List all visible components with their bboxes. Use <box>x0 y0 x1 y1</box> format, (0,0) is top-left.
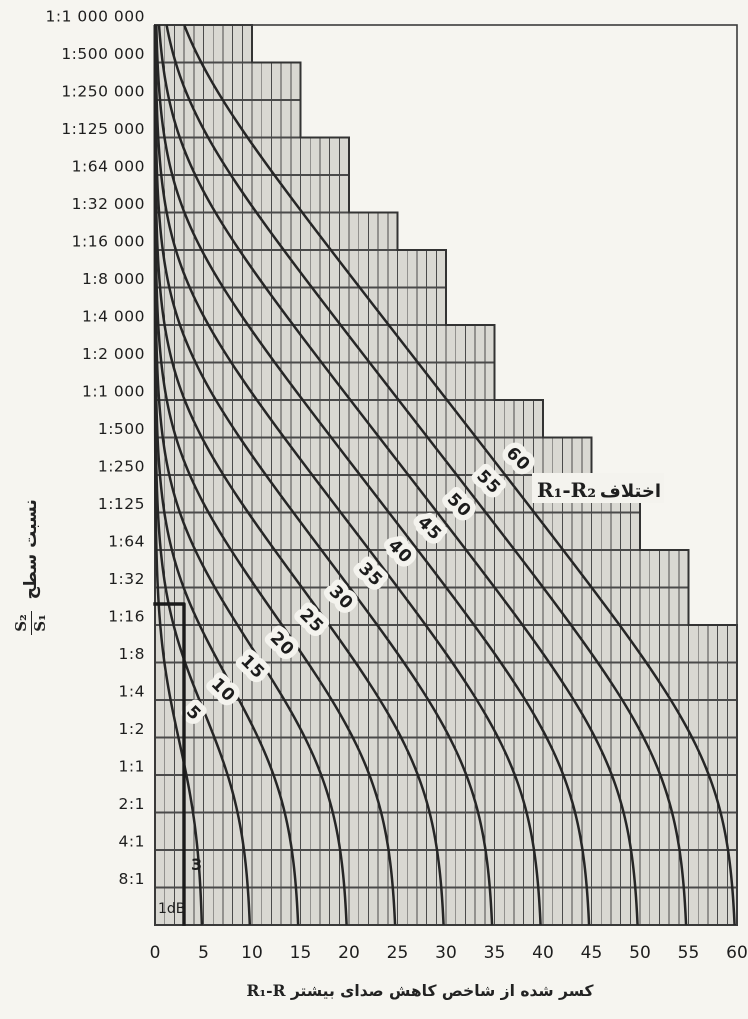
y-tick-label: 1:125 000 <box>61 120 145 138</box>
legend-latin-label: R₁-R₂ <box>537 478 596 502</box>
y-tick-label: 1:16 <box>108 608 145 626</box>
curve-60 <box>183 24 736 926</box>
x-tick-label: 30 <box>435 943 457 963</box>
y-axis-title: نسبت سطح S₂ S₁ <box>10 479 52 655</box>
y-tick-label: 1:500 <box>98 420 145 438</box>
x-tick-label: 10 <box>241 943 263 963</box>
reference-band-label: 1dB <box>158 901 185 917</box>
curve-50 <box>157 24 639 926</box>
legend-rtl-label: اختلاف <box>600 481 661 502</box>
y-tick-label: 1:64 <box>108 533 145 551</box>
y-tick-label: 2:1 <box>119 795 145 813</box>
x-tick-label: 20 <box>338 943 360 963</box>
x-tick-label: 60 <box>726 943 748 963</box>
x-tick-label: 35 <box>484 943 506 963</box>
legend-box <box>532 473 664 503</box>
curve-45 <box>155 24 591 926</box>
grid-layer <box>155 25 737 925</box>
fraction-denominator: S₁ <box>30 614 49 632</box>
y-tick-label: 1:4 <box>119 683 145 701</box>
x-axis-caption: کسر شده از شاخص کاهش صدای بیشتر R₁-R <box>185 981 655 1000</box>
curve-40 <box>154 24 542 926</box>
y-tick-label: 1:8 000 <box>82 270 145 288</box>
x-tick-label: 40 <box>532 943 554 963</box>
reference-curve-label: 3 <box>191 855 202 874</box>
curve-30 <box>153 24 445 926</box>
y-tick-label: 4:1 <box>119 833 145 851</box>
y-tick-label: 1:64 000 <box>72 158 145 176</box>
y-tick-label: 1:1 000 <box>82 383 145 401</box>
fraction-numerator: S₂ <box>12 611 32 635</box>
curve-55 <box>165 24 688 926</box>
y-tick-label: 1:2 <box>119 720 145 738</box>
y-tick-label: 1:16 000 <box>72 233 145 251</box>
x-tick-label: 45 <box>581 943 603 963</box>
y-tick-label: 1:1 <box>119 758 145 776</box>
x-tick-label: 5 <box>198 943 209 963</box>
y-tick-label: 1:8 <box>119 645 145 663</box>
y-tick-label: 1:500 000 <box>61 45 145 63</box>
y-tick-label: 1:4 000 <box>82 308 145 326</box>
y-axis-title-text: نسبت سطح <box>21 499 41 600</box>
x-tick-label: 55 <box>678 943 700 963</box>
x-tick-label: 50 <box>629 943 651 963</box>
reference-3db-box <box>153 602 186 926</box>
x-axis-caption-rtl: کسر شده از شاخص کاهش صدای بیشتر <box>290 982 594 1000</box>
curve-35 <box>153 24 494 926</box>
x-tick-label: 15 <box>290 943 312 963</box>
x-tick-label: 25 <box>387 943 409 963</box>
y-tick-label: 1:1 000 000 <box>46 8 145 26</box>
y-tick-label: 1:125 <box>98 495 145 513</box>
y-tick-label: 1:250 <box>98 458 145 476</box>
y-tick-label: 1:32 000 <box>72 195 145 213</box>
x-tick-label: 0 <box>150 943 161 963</box>
y-tick-label: 1:250 000 <box>61 83 145 101</box>
y-tick-label: 1:32 <box>108 570 145 588</box>
y-tick-label: 1:2 000 <box>82 345 145 363</box>
area-ratio-fraction: S₂ S₁ <box>12 611 49 635</box>
x-axis-caption-latin: R₁-R <box>246 981 286 1000</box>
y-tick-label: 8:1 <box>119 870 145 888</box>
